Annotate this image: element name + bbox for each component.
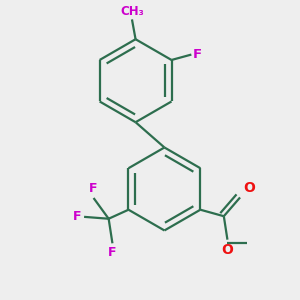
Text: F: F bbox=[108, 246, 116, 259]
Text: F: F bbox=[73, 210, 82, 224]
Text: CH₃: CH₃ bbox=[120, 4, 144, 18]
Text: O: O bbox=[221, 243, 233, 257]
Text: O: O bbox=[243, 181, 255, 195]
Text: F: F bbox=[88, 182, 97, 195]
Text: F: F bbox=[193, 48, 202, 61]
